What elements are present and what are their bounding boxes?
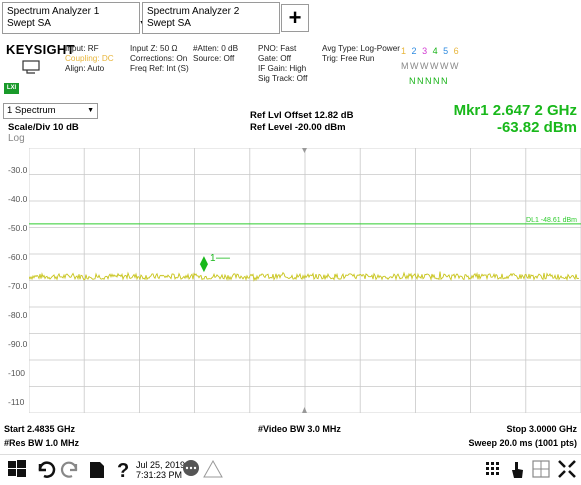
avg-type-label: Avg Type: Log-Power: [322, 44, 400, 53]
tab-spectrum-analyzer-1[interactable]: Spectrum Analyzer 1 Swept SA ▼: [2, 2, 146, 34]
marker-1-diamond: [199, 256, 208, 273]
trace-type: M: [401, 61, 410, 71]
log-label: Log: [8, 133, 25, 144]
align-label: Align: Auto: [65, 64, 105, 73]
trace-2-number: 2: [411, 46, 419, 56]
warning-icon[interactable]: [202, 458, 224, 480]
y-tick-label: -80.0: [8, 310, 28, 320]
trace-detector: N: [409, 76, 417, 86]
center-freq-arrow-icon: [302, 407, 307, 413]
undo-icon[interactable]: [34, 458, 56, 480]
help-icon[interactable]: ?: [112, 458, 134, 482]
plot-grid: [29, 148, 581, 413]
pno-settings[interactable]: PNO: Fast Gate: Off IF Gain: High Sig Tr…: [258, 44, 307, 84]
input-label: Input: RF: [65, 44, 99, 53]
pno-label: PNO: Fast: [258, 44, 297, 53]
date-time: Jul 25, 2019 7:31:23 PM: [136, 460, 185, 480]
settings-panel: KEYSIGHT Input: RF Coupling: DC Align: A…: [0, 42, 581, 96]
freq-ref-label: Freq Ref: Int (S): [130, 64, 189, 73]
impedance-label: Input Z: 50 Ω: [130, 44, 178, 53]
ref-offset: Ref Lvl Offset 12.82 dB: [250, 110, 354, 121]
tab-subtitle: Swept SA: [7, 18, 51, 29]
y-tick-label: -50.0: [8, 223, 28, 233]
trace-type: W: [410, 61, 420, 71]
trace-type: W: [450, 61, 460, 71]
corrections-label: Corrections: On: [130, 54, 188, 63]
marker-1-label: 1: [210, 253, 216, 264]
window-layout-icon[interactable]: [530, 458, 552, 480]
gate-label: Gate: Off: [258, 54, 292, 63]
res-bw[interactable]: #Res BW 1.0 MHz: [4, 438, 80, 448]
y-tick-label: -100: [8, 368, 26, 378]
trace-5-number: 5: [443, 46, 450, 56]
trace-detector: N: [433, 76, 441, 86]
atten-label: #Atten: 0 dB: [193, 44, 239, 53]
atten-settings[interactable]: #Atten: 0 dB Source: Off: [193, 44, 238, 64]
date-label: Jul 25, 2019: [136, 460, 186, 470]
redo-icon[interactable]: [60, 458, 82, 480]
spectrum-plot[interactable]: DL1 -48.61 dBm 1: [29, 148, 581, 413]
window-select-value: 1 Spectrum: [7, 105, 56, 116]
lxi-indicator: LXI: [4, 83, 19, 94]
y-tick-label: -60.0: [8, 252, 28, 262]
y-tick-label: -70.0: [8, 281, 28, 291]
trace-type: W: [440, 61, 450, 71]
trace-type: W: [420, 61, 430, 71]
sweep-info[interactable]: Sweep 20.0 ms (1001 pts): [468, 438, 577, 448]
tab-title: Spectrum Analyzer 2: [147, 6, 240, 17]
message-icon[interactable]: [180, 458, 202, 480]
marker-readout-freq: Mkr1 2.647 2 GHz: [453, 102, 577, 119]
time-label: 7:31:23 PM: [136, 470, 183, 480]
file-icon[interactable]: [86, 458, 108, 480]
fullscreen-icon[interactable]: [556, 458, 578, 480]
keyboard-icon[interactable]: [22, 60, 40, 74]
impedance-settings[interactable]: Input Z: 50 Ω Corrections: On Freq Ref: …: [130, 44, 189, 74]
brand-logo: KEYSIGHT: [6, 42, 75, 57]
y-tick-label: -40.0: [8, 194, 28, 204]
trace-detector: N: [441, 76, 449, 86]
keypad-icon[interactable]: [482, 458, 504, 480]
y-tick-label: -110: [8, 397, 25, 407]
spectrum-trace: [29, 271, 580, 282]
tab-title: Spectrum Analyzer 1: [7, 6, 100, 17]
window-select[interactable]: 1 Spectrum ▼: [3, 103, 98, 119]
stop-freq[interactable]: Stop 3.0000 GHz: [506, 424, 577, 434]
y-tick-label: -90.0: [8, 339, 28, 349]
sig-track-label: Sig Track: Off: [258, 74, 308, 83]
input-settings[interactable]: Input: RF Coupling: DC Align: Auto: [65, 44, 114, 74]
trace-detector: N: [417, 76, 425, 86]
trace-6-number: 6: [453, 46, 461, 56]
coupling-label: Coupling: DC: [65, 54, 114, 63]
dropdown-arrow-icon: ▼: [87, 107, 94, 114]
trace-3-number: 3: [422, 46, 429, 56]
tab-spectrum-analyzer-2[interactable]: Spectrum Analyzer 2 Swept SA: [142, 2, 280, 34]
if-gain-label: IF Gain: High: [258, 64, 307, 73]
tab-subtitle: Swept SA: [147, 18, 191, 29]
video-bw[interactable]: #Video BW 3.0 MHz: [258, 424, 341, 434]
windows-start-icon[interactable]: [6, 458, 28, 480]
avg-settings[interactable]: Avg Type: Log-Power Trig: Free Run: [322, 44, 400, 64]
scale-label: Scale/Div 10 dB: [8, 122, 79, 133]
touch-icon[interactable]: [506, 458, 528, 480]
source-label: Source: Off: [193, 54, 235, 63]
trig-label: Trig: Free Run: [322, 54, 375, 63]
y-tick-label: -30.0: [8, 165, 28, 175]
start-freq[interactable]: Start 2.4835 GHz: [4, 424, 76, 434]
trace-detector: N: [425, 76, 433, 86]
svg-text:?: ?: [117, 460, 129, 480]
trace-4-number: 4: [432, 46, 440, 56]
display-line-label: DL1 -48.61 dBm: [526, 217, 577, 224]
trace-1-number: 1: [401, 46, 408, 56]
ref-level: Ref Level -20.00 dBm: [250, 122, 346, 133]
add-tab-button[interactable]: +: [281, 4, 309, 32]
ref-level-arrow-icon: [302, 148, 307, 153]
trace-type: W: [430, 61, 440, 71]
marker-readout-value: -63.82 dBm: [496, 119, 577, 136]
